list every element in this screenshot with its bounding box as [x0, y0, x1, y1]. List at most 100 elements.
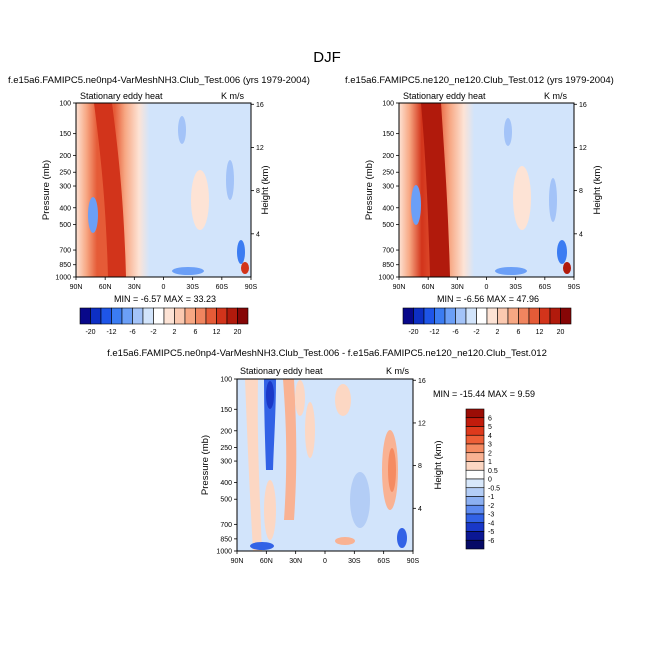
y-tick-label: 700 — [59, 248, 71, 255]
colorbar-swatch — [465, 504, 485, 515]
x-tick-label: 90S — [407, 558, 420, 565]
x-tick-label: 90N — [393, 284, 406, 291]
y-tick-label: 850 — [59, 262, 71, 269]
colorbar-label: 6 — [488, 415, 492, 422]
colorbar-label: 4 — [488, 433, 492, 440]
colorbar-shared: -20 -12 -6 -2 2 6 12 20 — [79, 307, 249, 336]
colorbar-swatch — [195, 307, 207, 325]
colorbar-label: -2 — [150, 329, 156, 336]
y2-tick-label: 8 — [418, 463, 422, 470]
plot-area — [75, 102, 252, 278]
panel-reference: f.e15a6.FAMIPC5.ne120_ne120.Club_Test.01… — [345, 75, 614, 304]
colorbar-swatch — [465, 426, 485, 436]
y-axis-label: Pressure (mb) — [41, 160, 52, 220]
colorbar-swatch — [528, 307, 540, 325]
y2-axis: 16 12 8 4 — [413, 378, 426, 513]
field-neg-blob — [549, 178, 557, 222]
x-tick-label: 30S — [348, 558, 361, 565]
colorbar-swatch — [465, 434, 485, 445]
x-tick-label: 60N — [422, 284, 435, 291]
colorbar-swatch — [465, 452, 485, 462]
panel-control: f.e15a6.FAMIPC5.ne0np4-VarMeshNH3.Club_T… — [8, 75, 310, 304]
y2-tick-label: 12 — [579, 145, 587, 152]
colorbar-swatch — [100, 307, 112, 325]
colorbar-swatch — [465, 513, 485, 524]
colorbar-label: -20 — [408, 329, 418, 336]
y2-axis: 16 12 8 4 — [251, 102, 264, 238]
colorbar-label: 3 — [488, 442, 492, 449]
field-neg-blob — [350, 472, 370, 528]
y-tick-label: 300 — [59, 184, 71, 191]
colorbar-swatch — [237, 307, 249, 325]
y-tick-label: 300 — [220, 459, 232, 466]
colorbar-swatch — [455, 307, 467, 325]
colorbar-swatch — [434, 307, 446, 325]
field-neg-blob — [237, 240, 245, 264]
y-tick-label: 700 — [382, 248, 394, 255]
right-label: K m/s — [386, 366, 410, 376]
y-tick-label: 1000 — [378, 275, 394, 282]
y2-tick-label: 8 — [579, 188, 583, 195]
colorbar-swatch — [465, 461, 485, 471]
field-neg-blob — [178, 116, 186, 144]
y2-axis-label: Height (km) — [260, 165, 271, 214]
colorbar-swatch — [465, 487, 485, 497]
field-pos-band — [283, 379, 297, 520]
colorbar-swatch — [444, 307, 456, 325]
x-tick-label: 90N — [231, 558, 244, 565]
right-label: K m/s — [221, 91, 245, 101]
colorbar-label: 2 — [173, 329, 177, 336]
left-label: Stationary eddy heat — [403, 91, 486, 101]
y-tick-label: 150 — [59, 131, 71, 138]
x-tick-label: 30N — [451, 284, 464, 291]
field-pos-blob — [563, 262, 571, 274]
left-label: Stationary eddy heat — [80, 91, 163, 101]
field-pos-blob — [335, 537, 355, 545]
y-axis-label: Pressure (mb) — [364, 160, 375, 220]
colorbar-swatch — [205, 307, 217, 325]
y-tick-label: 100 — [382, 101, 394, 108]
colorbar-label: -6 — [488, 538, 494, 545]
x-tick-label: 90S — [568, 284, 581, 291]
colorbar-label: -5 — [488, 529, 494, 536]
y-tick-label: 1000 — [55, 275, 71, 282]
colorbar-swatch — [226, 307, 238, 325]
colorbar-swatch — [142, 307, 154, 325]
y2-tick-label: 8 — [256, 188, 260, 195]
y-tick-label: 200 — [220, 428, 232, 435]
colorbar-label: 20 — [557, 329, 565, 336]
x-tick-label: 30N — [128, 284, 141, 291]
y2-tick-label: 16 — [579, 102, 587, 109]
colorbar-swatch — [518, 307, 530, 325]
colorbar-swatch — [153, 307, 165, 325]
colorbar-shared: -20 -12 -6 -2 2 6 12 20 — [402, 307, 572, 336]
field-neg-blob — [411, 185, 421, 225]
colorbar-swatch — [476, 307, 488, 325]
colorbar-label: 2 — [496, 329, 500, 336]
colorbar-label: -2 — [488, 503, 494, 510]
colorbar-swatch — [174, 307, 186, 325]
field-pos-band — [245, 379, 262, 551]
colorbar-swatch — [465, 539, 485, 550]
colorbar-label: 6 — [194, 329, 198, 336]
colorbar-label: 1 — [488, 459, 492, 466]
right-label: K m/s — [544, 91, 568, 101]
y-tick-label: 300 — [382, 184, 394, 191]
y-tick-label: 200 — [59, 153, 71, 160]
y-tick-label: 200 — [382, 153, 394, 160]
y2-tick-label: 12 — [256, 145, 264, 152]
y-tick-label: 400 — [59, 205, 71, 212]
colorbar-swatch — [465, 496, 485, 506]
y-axis: 100 150 200 250 300 400 500 700 850 1000 — [55, 101, 76, 282]
colorbar-label: -3 — [488, 512, 494, 519]
x-tick-label: 30S — [509, 284, 522, 291]
y-tick-label: 100 — [220, 377, 232, 384]
colorbar-swatch — [184, 307, 196, 325]
plot-area — [236, 378, 414, 552]
min-max-stats: MIN = -6.57 MAX = 33.23 — [114, 294, 216, 304]
y-tick-label: 150 — [220, 407, 232, 414]
colorbar-label: -6 — [129, 329, 135, 336]
plot-area — [398, 102, 575, 278]
y2-tick-label: 4 — [579, 231, 583, 238]
colorbar-label: -6 — [452, 329, 458, 336]
